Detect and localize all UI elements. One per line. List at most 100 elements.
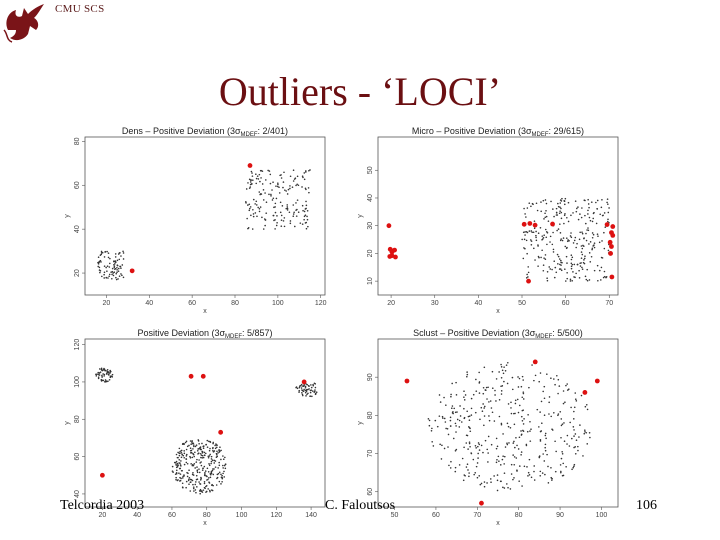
data-point: [456, 411, 458, 413]
x-tick-label: 90: [556, 512, 564, 519]
data-point: [282, 220, 285, 222]
data-point: [498, 371, 500, 373]
data-point: [515, 436, 517, 439]
data-point: [545, 209, 547, 212]
data-point: [539, 372, 542, 374]
data-point: [280, 219, 283, 221]
data-point: [269, 173, 272, 176]
data-point: [544, 254, 547, 256]
data-point: [560, 217, 563, 220]
data-point: [513, 423, 516, 426]
data-point: [304, 222, 307, 224]
data-point: [550, 200, 552, 203]
data-point: [296, 175, 299, 178]
data-point: [589, 261, 592, 263]
data-point: [584, 214, 586, 217]
y-tick-label: 100: [74, 376, 81, 388]
data-point: [575, 439, 578, 442]
data-point: [117, 270, 120, 272]
data-point: [546, 279, 549, 282]
data-point: [474, 411, 477, 414]
data-point: [306, 393, 308, 396]
data-point: [584, 255, 586, 258]
data-point: [561, 261, 563, 264]
data-point: [546, 243, 548, 246]
data-point: [560, 471, 562, 474]
x-tick-label: 80: [203, 512, 211, 519]
data-point: [523, 418, 525, 420]
data-point: [194, 451, 196, 454]
data-point: [190, 443, 192, 446]
data-point: [562, 237, 565, 239]
data-point: [532, 231, 535, 234]
data-point: [448, 464, 450, 467]
data-point: [502, 486, 504, 489]
data-point: [607, 249, 610, 252]
outlier-point: [218, 429, 224, 435]
data-point: [474, 444, 477, 447]
data-point: [222, 464, 224, 467]
data-point: [298, 385, 301, 388]
data-point: [556, 229, 558, 232]
data-point: [311, 390, 314, 392]
data-point: [254, 212, 257, 214]
data-point: [574, 398, 577, 401]
data-point: [245, 188, 248, 190]
data-point: [526, 430, 529, 433]
data-point: [597, 235, 599, 237]
data-point: [584, 275, 587, 278]
data-point: [265, 212, 268, 214]
data-point: [483, 407, 485, 409]
data-point: [560, 238, 562, 240]
data-point: [477, 452, 479, 455]
data-point: [570, 265, 573, 268]
data-point: [255, 204, 258, 206]
data-point: [103, 367, 105, 370]
data-point: [517, 386, 520, 388]
data-point: [483, 481, 486, 483]
data-point: [563, 440, 566, 443]
data-point: [557, 205, 560, 208]
data-point: [551, 428, 553, 431]
data-point: [102, 373, 104, 375]
data-point: [573, 446, 575, 449]
data-point: [575, 210, 578, 213]
data-point: [500, 385, 502, 388]
x-tick-label: 80: [515, 512, 523, 519]
data-point: [586, 229, 588, 231]
data-point: [221, 480, 223, 483]
data-point: [507, 486, 509, 489]
data-point: [202, 447, 205, 450]
y-axis-label: y: [64, 421, 71, 425]
data-point: [566, 277, 569, 280]
y-tick-label: 10: [367, 277, 374, 285]
data-point: [467, 469, 469, 471]
data-point: [455, 381, 457, 384]
data-point: [258, 210, 261, 213]
data-point: [502, 455, 504, 457]
data-point: [486, 448, 489, 451]
data-point: [522, 409, 524, 411]
data-point: [546, 271, 549, 273]
data-point: [201, 469, 204, 471]
data-point: [257, 178, 260, 180]
outlier-point: [188, 373, 194, 379]
data-point: [250, 179, 253, 181]
data-point: [595, 222, 598, 225]
data-point: [289, 185, 291, 187]
data-point: [107, 380, 109, 382]
data-point: [554, 266, 557, 269]
data-point: [550, 377, 552, 379]
outlier-point: [609, 274, 615, 280]
data-point: [196, 471, 199, 474]
data-point: [212, 473, 215, 476]
data-point: [484, 439, 487, 442]
data-point: [194, 489, 197, 491]
data-point: [182, 486, 184, 489]
data-point: [542, 236, 545, 239]
data-point: [259, 180, 261, 183]
data-point: [588, 243, 590, 245]
data-point: [97, 265, 99, 268]
data-point: [482, 386, 485, 389]
data-point: [189, 455, 191, 458]
